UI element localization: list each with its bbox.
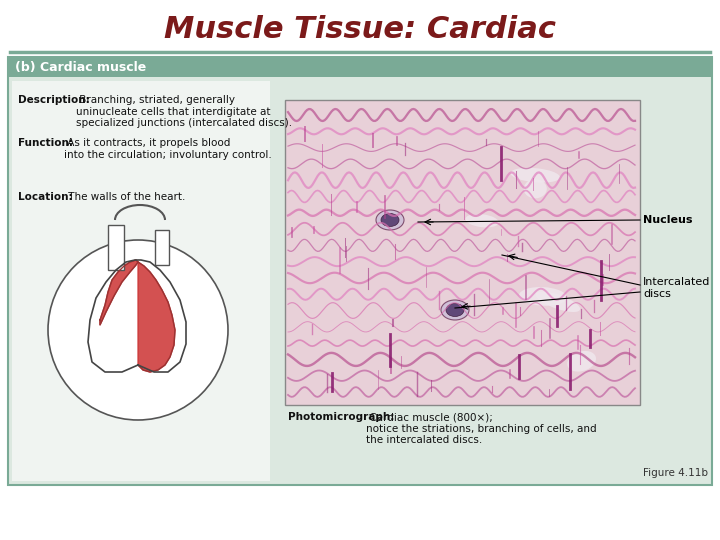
Text: Figure 4.11b: Figure 4.11b bbox=[643, 468, 708, 478]
Ellipse shape bbox=[381, 213, 399, 226]
Text: Muscle Tissue: Cardiac: Muscle Tissue: Cardiac bbox=[164, 16, 556, 44]
Text: Location:: Location: bbox=[18, 192, 73, 202]
Ellipse shape bbox=[567, 351, 596, 372]
Circle shape bbox=[48, 240, 228, 420]
Ellipse shape bbox=[446, 303, 464, 316]
Polygon shape bbox=[138, 262, 175, 372]
Ellipse shape bbox=[536, 292, 580, 312]
Text: Branching, striated, generally
uninucleate cells that interdigitate at
specializ: Branching, striated, generally uninuclea… bbox=[76, 95, 292, 128]
Text: (b) Cardiac muscle: (b) Cardiac muscle bbox=[15, 60, 146, 73]
Text: Nucleus: Nucleus bbox=[643, 215, 693, 225]
Bar bbox=[155, 230, 169, 265]
Bar bbox=[108, 225, 124, 270]
Ellipse shape bbox=[465, 214, 499, 227]
Ellipse shape bbox=[523, 179, 546, 198]
Bar bbox=[12, 81, 270, 481]
Ellipse shape bbox=[441, 300, 469, 320]
Ellipse shape bbox=[510, 168, 560, 183]
Bar bbox=[8, 57, 712, 77]
Ellipse shape bbox=[376, 210, 404, 230]
Bar bbox=[285, 100, 640, 405]
Text: The walls of the heart.: The walls of the heart. bbox=[65, 192, 185, 202]
Text: Function:: Function: bbox=[18, 138, 73, 148]
Polygon shape bbox=[100, 260, 138, 325]
Text: Photomicrograph:: Photomicrograph: bbox=[288, 412, 395, 422]
Text: Description:: Description: bbox=[18, 95, 90, 105]
Text: Intercalated
discs: Intercalated discs bbox=[643, 277, 711, 299]
Ellipse shape bbox=[519, 287, 567, 306]
Text: As it contracts, it propels blood
into the circulation; involuntary control.: As it contracts, it propels blood into t… bbox=[64, 138, 271, 160]
Text: Cardiac muscle (800×);
notice the striations, branching of cells, and
the interc: Cardiac muscle (800×); notice the striat… bbox=[366, 412, 597, 445]
Bar bbox=[8, 57, 712, 485]
